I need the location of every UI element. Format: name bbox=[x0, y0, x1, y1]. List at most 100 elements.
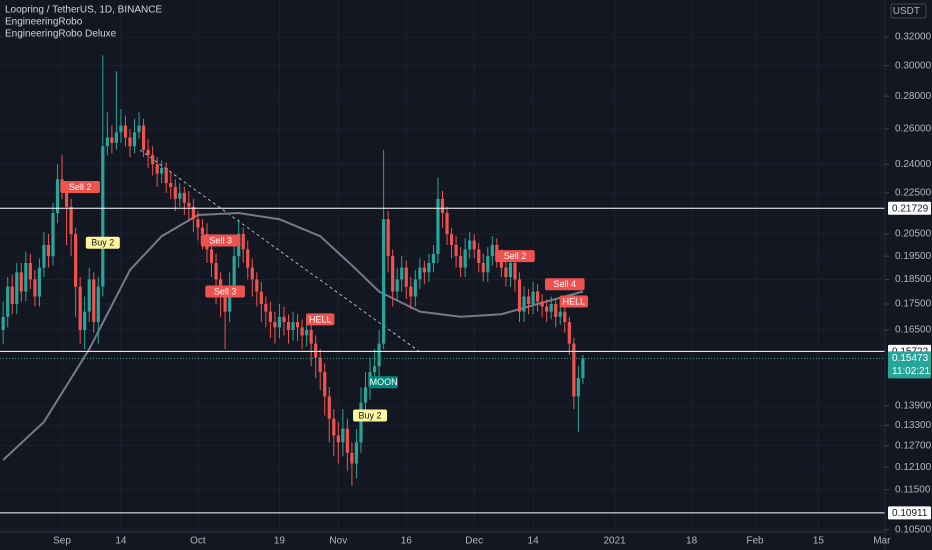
x-tick-label: Dec bbox=[465, 536, 483, 547]
candle-body bbox=[481, 262, 485, 273]
candle-body bbox=[526, 296, 531, 304]
candle-body bbox=[96, 286, 100, 323]
candle-body bbox=[431, 253, 436, 263]
x-tick-label: Sep bbox=[53, 536, 71, 547]
candle-body bbox=[110, 137, 114, 143]
candle-body bbox=[55, 179, 60, 213]
y-tick-label: 0.12700 bbox=[895, 440, 932, 451]
y-tick-label: 0.26000 bbox=[895, 124, 932, 135]
signal-tag bbox=[306, 313, 335, 326]
candle-body bbox=[241, 234, 245, 250]
candle-body bbox=[354, 442, 359, 464]
candle-body bbox=[255, 279, 259, 292]
candle-body bbox=[173, 186, 177, 199]
signal-label: Sell 2 bbox=[504, 251, 527, 261]
candle-body bbox=[318, 357, 322, 373]
candle-body bbox=[409, 286, 413, 297]
signal-label: HELL bbox=[309, 314, 332, 324]
candle-body bbox=[345, 428, 349, 453]
candle-body bbox=[123, 125, 128, 138]
signal-label: HELL bbox=[563, 296, 586, 306]
currency-label[interactable]: USDT bbox=[893, 6, 920, 17]
candle-body bbox=[196, 219, 200, 228]
symbol-title: Loopring / TetherUS, 1D, BINANCE bbox=[5, 5, 162, 16]
candle-body bbox=[178, 192, 182, 199]
signal-tag bbox=[495, 250, 535, 263]
candle-body bbox=[536, 291, 540, 302]
candle-body bbox=[1, 316, 5, 331]
x-tick-label: Oct bbox=[190, 536, 206, 547]
x-tick-label: 2021 bbox=[603, 536, 626, 547]
x-tick-label: Feb bbox=[746, 536, 764, 547]
last-price-tag bbox=[888, 351, 931, 379]
candle-body bbox=[545, 306, 549, 312]
candle-body bbox=[400, 267, 404, 280]
candle-body bbox=[468, 240, 472, 250]
candle-body bbox=[114, 132, 118, 143]
candle-body bbox=[141, 125, 146, 150]
y-tick-label: 0.19500 bbox=[895, 251, 932, 262]
candle-body bbox=[164, 168, 168, 184]
candle-body bbox=[477, 249, 481, 263]
candle-body bbox=[33, 279, 37, 297]
candle-body bbox=[363, 387, 368, 403]
signal-label: Sell 3 bbox=[214, 286, 237, 296]
candle-body bbox=[341, 428, 345, 443]
currency-button[interactable] bbox=[890, 3, 927, 19]
candle-body bbox=[513, 262, 517, 280]
candle-body bbox=[558, 311, 562, 317]
candle-body bbox=[92, 279, 96, 323]
candle-body bbox=[169, 183, 173, 187]
x-tick-label: 19 bbox=[274, 536, 286, 547]
candle-body bbox=[291, 322, 295, 331]
y-tick-label: 0.22500 bbox=[895, 187, 932, 198]
candle-body bbox=[259, 291, 263, 304]
candle-body bbox=[155, 164, 159, 174]
candle-body bbox=[101, 146, 105, 287]
candle-body bbox=[223, 296, 227, 312]
candle-body bbox=[413, 279, 417, 297]
candle-body bbox=[273, 322, 277, 328]
candle-body bbox=[459, 256, 463, 268]
signal-label: MOON bbox=[370, 377, 398, 387]
candle-body bbox=[46, 244, 51, 257]
candle-body bbox=[228, 286, 232, 312]
price-line-label: 0.10911 bbox=[892, 508, 928, 519]
candle-body bbox=[445, 212, 449, 235]
candle-body bbox=[531, 291, 535, 304]
candle-body bbox=[350, 452, 354, 464]
y-tick-label: 0.16500 bbox=[895, 325, 932, 336]
candle-body bbox=[522, 296, 526, 312]
candle-body bbox=[395, 279, 399, 292]
grid bbox=[0, 0, 885, 532]
candle-body bbox=[232, 256, 236, 287]
candle-body bbox=[277, 316, 282, 328]
candle-body bbox=[309, 330, 313, 344]
x-tick-label: 16 bbox=[401, 536, 413, 547]
candle-body bbox=[377, 343, 381, 367]
candle-body bbox=[182, 192, 186, 203]
candle-body bbox=[187, 202, 191, 207]
candle-body bbox=[436, 198, 440, 254]
candle-body bbox=[549, 303, 553, 312]
candle-body bbox=[554, 303, 558, 317]
plot: Sell 2 Buy 2 Sell 3 Sell 3 HELL MOON Buy 2 Sell… bbox=[0, 55, 885, 514]
candle-body bbox=[486, 256, 490, 273]
candle-body bbox=[508, 262, 513, 278]
candle-body bbox=[87, 279, 91, 312]
y-tick-label: 0.24000 bbox=[895, 159, 932, 170]
indicator-name: EngineeringRobo bbox=[5, 17, 83, 28]
candle-body bbox=[28, 262, 32, 280]
candle-body bbox=[6, 286, 10, 317]
candle-body bbox=[64, 190, 69, 207]
signal-label: Buy 2 bbox=[359, 410, 382, 420]
y-tick-label: 0.28000 bbox=[895, 91, 932, 102]
candle-body bbox=[332, 418, 336, 436]
last-price-label: 0.15473 bbox=[892, 353, 929, 364]
candle-body bbox=[105, 137, 109, 147]
candle-body bbox=[490, 244, 494, 257]
candle-body bbox=[427, 262, 431, 273]
signal-label: Sell 2 bbox=[69, 182, 92, 192]
candle-body bbox=[572, 343, 576, 397]
candle-body bbox=[214, 262, 218, 280]
